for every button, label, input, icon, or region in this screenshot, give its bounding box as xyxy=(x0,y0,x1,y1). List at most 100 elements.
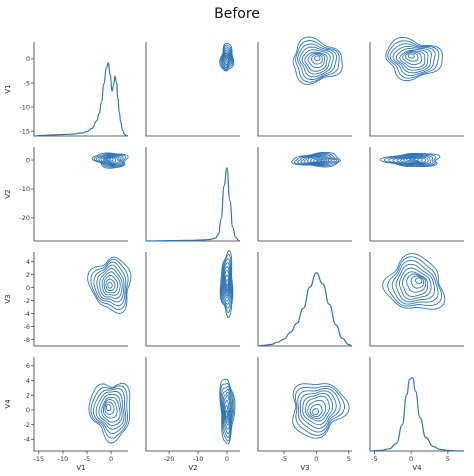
kde-contour-V4-V1-level-6 xyxy=(399,50,426,69)
kde-contour-V2-V1-level-9 xyxy=(226,54,230,59)
kde-contour-V3-V1-level-4 xyxy=(299,46,334,78)
axes-spine-V2-V1 xyxy=(33,147,128,242)
kde-contour-V4-V3-level-2 xyxy=(387,256,443,307)
kde-contour-V1-V4-level-9 xyxy=(105,403,112,412)
ytick-label-V3--8: -8 xyxy=(24,336,30,344)
kde-contour-V4-V2-level-2 xyxy=(383,153,437,167)
kde-contour-V1-V3-level-8 xyxy=(105,278,116,291)
ylabel-V1: V1 xyxy=(4,84,12,93)
kde-contour-V2-V1-level-8 xyxy=(225,53,230,62)
kde-contour-V4-V2-level-9 xyxy=(408,157,416,161)
kde-contour-V2-V1-level-7 xyxy=(224,52,230,63)
axes-spine-V4-V3 xyxy=(257,357,352,452)
kde-contour-V1-V4-level-5 xyxy=(98,393,123,426)
ytick-label-V2-0: 0 xyxy=(26,156,30,164)
kde-contour-V1-V2-level-6 xyxy=(102,156,119,164)
axes-spine-V1-V4 xyxy=(369,42,464,137)
kde-contour-V2-V3-level-4 xyxy=(222,262,232,305)
axes-spine-V1-V2 xyxy=(145,42,240,137)
kde-contour-V1-V3-level-5 xyxy=(99,267,123,299)
kde-contour-V2-V3-level-2 xyxy=(220,253,233,313)
kde-contour-V4-V3-level-7 xyxy=(406,273,427,293)
kde-contour-V4-V1-level-5 xyxy=(395,48,429,71)
kde-contour-V3-V1-level-3 xyxy=(297,43,337,80)
kde-contour-V4-V3-level-1 xyxy=(382,253,446,310)
xtick-label-V3-5: 5 xyxy=(347,455,351,463)
ytick-label-V3--2: -2 xyxy=(24,297,30,305)
ytick-label-V1--15: -15 xyxy=(19,127,30,135)
xtick-label-V2--20: -20 xyxy=(164,455,175,463)
ytick-label-V3-4: 4 xyxy=(26,258,30,266)
kde-contour-V4-V1-level-3 xyxy=(389,43,436,76)
kde-contour-V4-V2-level-5 xyxy=(396,155,429,164)
kde-contour-V4-V2-level-3 xyxy=(388,154,434,166)
kde-contour-V1-V4-level-4 xyxy=(95,391,125,430)
kde-contour-V4-V1-level-9 xyxy=(407,53,415,59)
kde-contour-V4-V2-level-8 xyxy=(406,157,420,162)
kde-contour-V1-V4-level-6 xyxy=(101,396,121,423)
kde-contour-V2-V3-level-6 xyxy=(223,270,231,299)
kde-contour-V2-V3-level-5 xyxy=(223,266,232,302)
xlabel-V2: V2 xyxy=(188,464,197,472)
kde-contour-V4-V3-level-6 xyxy=(401,271,429,297)
kde-contour-V3-V4-level-4 xyxy=(299,390,337,429)
kde-contour-V2-V1-level-3 xyxy=(221,46,233,70)
ytick-label-V2--20: -20 xyxy=(19,214,30,222)
kde-contour-V1-V4-level-7 xyxy=(102,399,118,419)
kde-contour-V3-V2-level-1 xyxy=(291,151,341,168)
ylabel-V3: V3 xyxy=(4,294,12,303)
kde-contour-V2-V3-level-7 xyxy=(224,274,230,297)
ytick-label-V4-4: 4 xyxy=(26,377,30,385)
kde-contour-V3-V2-level-2 xyxy=(294,152,340,167)
kde-contour-V1-V2-level-9 xyxy=(106,157,111,161)
kde-contour-V3-V1-level-1 xyxy=(292,36,343,85)
kde-contour-V4-V1-level-2 xyxy=(387,40,440,79)
kde-contour-V2-V1-level-4 xyxy=(222,48,232,69)
kde-contour-V2-V1-level-6 xyxy=(223,51,231,65)
ytick-label-V3--6: -6 xyxy=(24,323,30,331)
kde-contour-V3-V4-level-7 xyxy=(307,399,327,420)
kde-marginal-V4 xyxy=(369,377,465,452)
ytick-label-V3-0: 0 xyxy=(26,284,30,292)
kde-contour-V4-V3-level-9 xyxy=(415,277,423,285)
kde-marginal-V3 xyxy=(257,272,353,347)
xtick-label-V2-0: 0 xyxy=(225,455,229,463)
ytick-label-V1-0: 0 xyxy=(26,55,30,63)
xtick-label-V1--5: -5 xyxy=(84,455,90,463)
kde-contour-V1-V3-level-6 xyxy=(101,271,121,296)
kde-contour-V1-V3-level-2 xyxy=(90,258,129,311)
axes-spine-V4-V4 xyxy=(369,357,464,452)
kde-contour-V4-V3-level-8 xyxy=(410,275,425,289)
ytick-label-V2--10: -10 xyxy=(19,185,30,193)
xlabel-V4: V4 xyxy=(412,464,422,472)
kde-contour-V2-V4-level-3 xyxy=(220,385,234,438)
kde-contour-V2-V1-level-5 xyxy=(223,49,232,67)
axes-spine-V2-V4 xyxy=(369,147,464,242)
kde-contour-V4-V2-level-4 xyxy=(392,154,432,165)
xtick-label-V1--15: -15 xyxy=(34,455,45,463)
kde-contour-V1-V3-level-7 xyxy=(103,275,119,294)
kde-contour-V1-V3-level-4 xyxy=(96,264,125,303)
kde-contour-V4-V3-level-3 xyxy=(391,259,439,305)
axes-spine-V3-V4 xyxy=(369,252,464,347)
chart-title: Before xyxy=(214,6,260,22)
kde-contour-V3-V4-level-2 xyxy=(294,385,345,436)
kde-contour-V3-V4-level-5 xyxy=(302,392,334,426)
kde-contour-V2-V4-level-5 xyxy=(222,391,232,430)
axes-spine-V1-V3 xyxy=(257,42,352,137)
ytick-label-V3--4: -4 xyxy=(24,310,30,318)
axes-spine-V1-V1 xyxy=(33,42,128,137)
kde-contour-V3-V1-level-8 xyxy=(310,54,323,65)
ytick-label-V4-6: 6 xyxy=(26,362,30,370)
ylabel-V4: V4 xyxy=(4,399,12,409)
kde-contour-V3-V1-level-7 xyxy=(307,52,326,69)
axes-spine-V3-V1 xyxy=(33,252,128,347)
ytick-label-V4--2: -2 xyxy=(24,421,30,429)
kde-contour-V1-V2-level-4 xyxy=(98,154,122,166)
kde-contour-V2-V3-level-9 xyxy=(226,283,229,292)
xtick-label-V3-0: 0 xyxy=(314,455,318,463)
kde-contour-V3-V1-level-9 xyxy=(314,55,321,62)
xtick-label-V4-0: 0 xyxy=(409,455,413,463)
kde-contour-V3-V2-level-7 xyxy=(310,157,328,163)
kde-contour-V3-V4-level-9 xyxy=(312,408,320,416)
